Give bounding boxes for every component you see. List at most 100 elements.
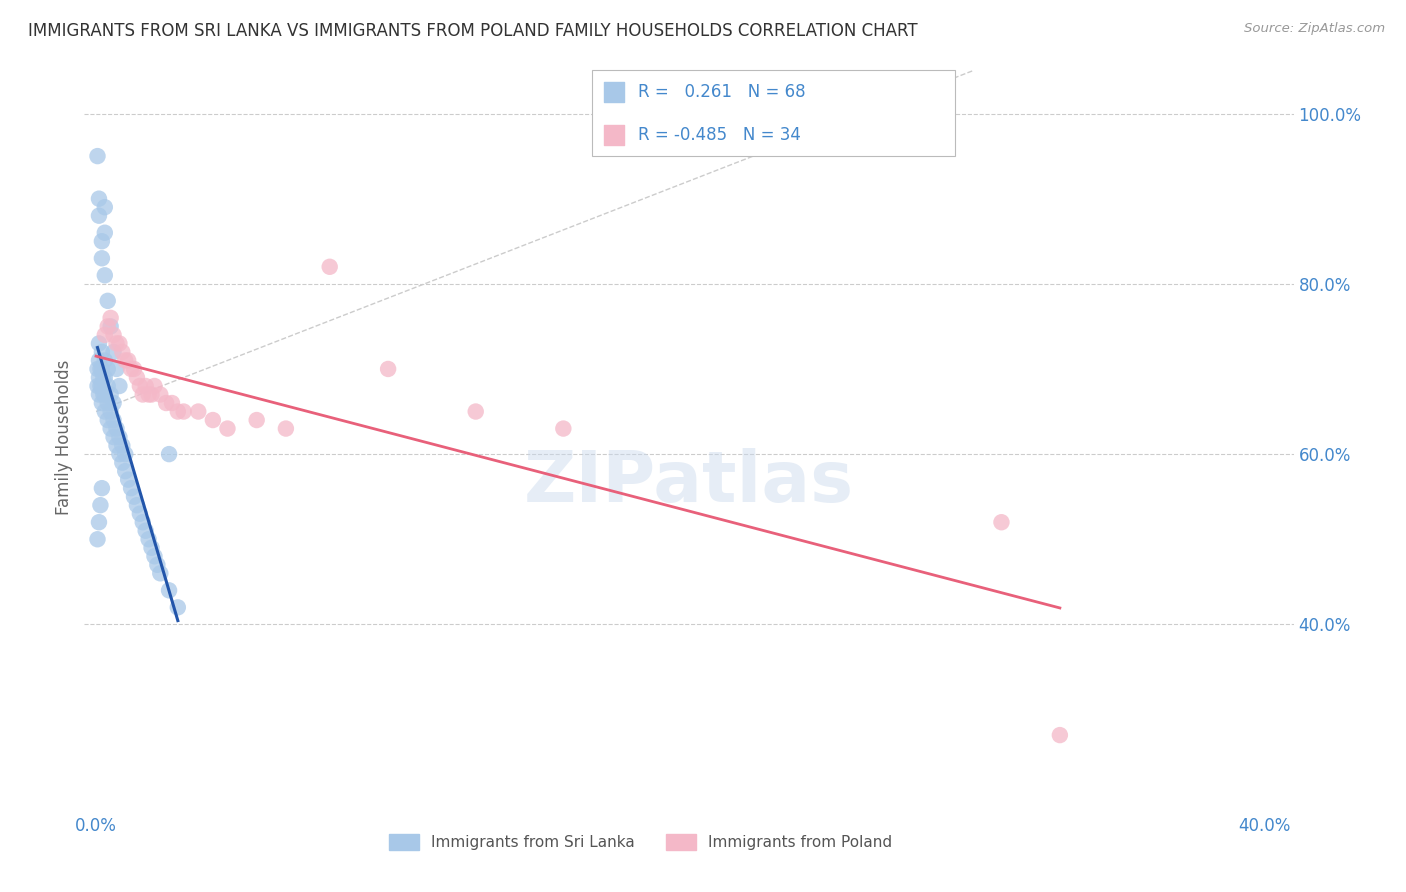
Point	[90, 345, 112, 359]
Point	[114, 447, 136, 461]
Point	[90, 252, 112, 266]
Point	[122, 362, 145, 376]
Point	[87, 209, 110, 223]
Point	[155, 396, 177, 410]
Point	[94, 370, 117, 384]
Point	[105, 439, 128, 453]
Point	[138, 387, 160, 401]
Point	[108, 447, 131, 461]
Point	[274, 421, 297, 435]
Point	[86, 149, 108, 163]
Point	[125, 498, 148, 512]
Y-axis label: Family Households: Family Households	[55, 359, 73, 515]
Point	[149, 387, 172, 401]
Point	[111, 439, 134, 453]
Point	[157, 583, 180, 598]
Point	[1364, 189, 1386, 203]
Point	[97, 319, 120, 334]
Point	[103, 345, 125, 359]
Point	[377, 362, 399, 376]
Point	[553, 421, 575, 435]
Point	[97, 396, 120, 410]
Point	[160, 396, 183, 410]
Point	[187, 404, 209, 418]
Point	[89, 498, 111, 512]
Legend: Immigrants from Sri Lanka, Immigrants from Poland: Immigrants from Sri Lanka, Immigrants fr…	[382, 829, 898, 856]
Point	[87, 353, 110, 368]
Point	[128, 507, 150, 521]
Point	[90, 362, 112, 376]
Point	[143, 379, 166, 393]
Point	[93, 387, 115, 401]
Point	[318, 260, 340, 274]
Point	[105, 421, 128, 435]
Point	[87, 370, 110, 384]
Point	[94, 327, 117, 342]
Point	[117, 353, 139, 368]
Point	[120, 481, 142, 495]
Point	[86, 379, 108, 393]
Point	[87, 387, 110, 401]
Point	[90, 379, 112, 393]
Point	[103, 413, 125, 427]
Point	[128, 379, 150, 393]
Point	[125, 370, 148, 384]
Point	[141, 387, 163, 401]
Point	[120, 362, 142, 376]
Point	[94, 387, 117, 401]
Point	[89, 379, 111, 393]
Point	[114, 353, 136, 368]
Point	[93, 370, 115, 384]
Point	[97, 293, 120, 308]
Point	[135, 379, 157, 393]
Text: IMMIGRANTS FROM SRI LANKA VS IMMIGRANTS FROM POLAND FAMILY HOUSEHOLDS CORRELATIO: IMMIGRANTS FROM SRI LANKA VS IMMIGRANTS …	[28, 22, 918, 40]
Point	[1049, 728, 1071, 742]
Point	[100, 404, 122, 418]
Point	[94, 268, 117, 283]
Point	[90, 234, 112, 248]
Point	[149, 566, 172, 581]
Point	[100, 319, 122, 334]
Point	[108, 336, 131, 351]
Point	[166, 600, 188, 615]
Point	[246, 413, 269, 427]
FancyBboxPatch shape	[592, 70, 955, 156]
Point	[990, 515, 1012, 529]
Point	[143, 549, 166, 564]
Text: R =   0.261   N = 68: R = 0.261 N = 68	[638, 84, 806, 102]
Point	[108, 430, 131, 444]
Point	[1364, 140, 1386, 154]
Point	[94, 200, 117, 214]
Point	[100, 310, 122, 325]
Point	[87, 515, 110, 529]
Point	[87, 336, 110, 351]
Point	[90, 396, 112, 410]
Point	[111, 456, 134, 470]
Point	[100, 421, 122, 435]
Point	[100, 387, 122, 401]
Point	[201, 413, 224, 427]
Point	[97, 413, 120, 427]
Point	[132, 387, 155, 401]
Point	[138, 533, 160, 547]
Point	[117, 473, 139, 487]
Point	[217, 421, 239, 435]
Point	[108, 379, 131, 393]
Point	[86, 362, 108, 376]
Point	[173, 404, 195, 418]
Point	[114, 464, 136, 478]
Point	[90, 481, 112, 495]
Point	[103, 396, 125, 410]
Point	[103, 430, 125, 444]
Point	[146, 558, 169, 572]
Point	[87, 192, 110, 206]
Point	[94, 353, 117, 368]
Point	[122, 490, 145, 504]
Point	[86, 533, 108, 547]
Text: Source: ZipAtlas.com: Source: ZipAtlas.com	[1244, 22, 1385, 36]
Point	[111, 345, 134, 359]
Point	[157, 447, 180, 461]
Point	[94, 226, 117, 240]
Point	[103, 327, 125, 342]
Point	[105, 336, 128, 351]
